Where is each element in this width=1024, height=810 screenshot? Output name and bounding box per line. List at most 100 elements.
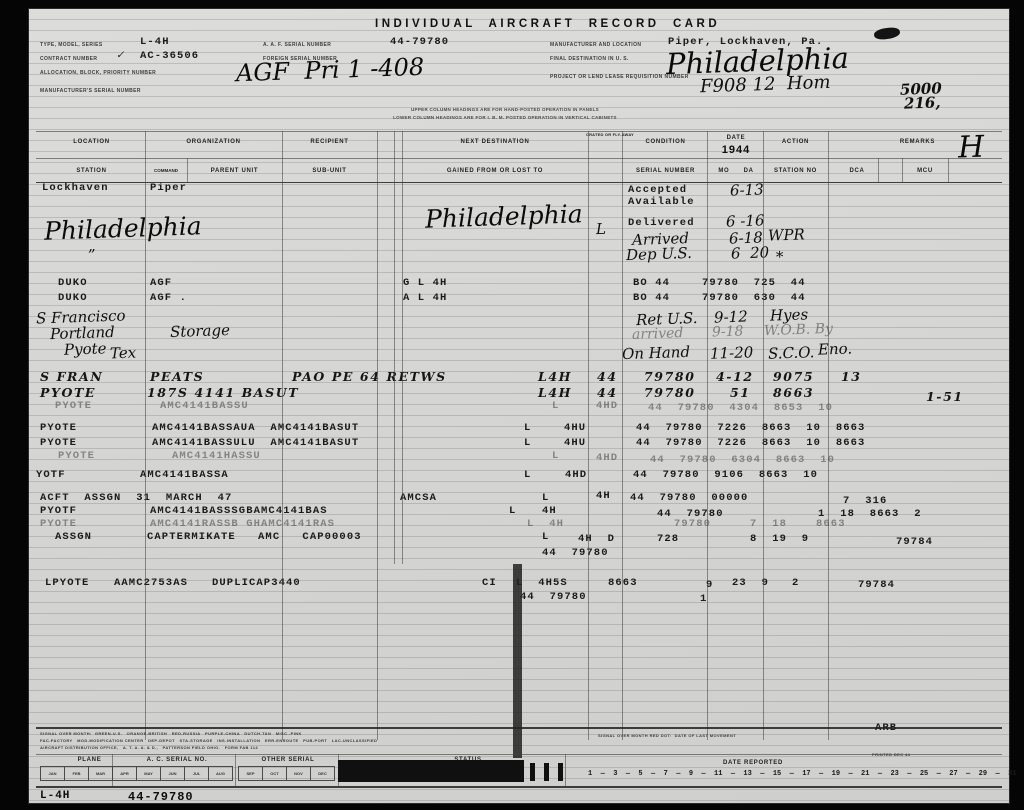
aaf-serial-label: A. A. F. SERIAL NUMBER (263, 42, 332, 48)
record-entry: Accepted (628, 184, 688, 196)
record-entry: PYOTE (40, 437, 78, 449)
manufacturer-label: MANUFACTURER AND LOCATION (550, 42, 642, 48)
record-entry: AAMC2753AS (114, 577, 189, 589)
record-entry: 1 18 8663 2 (818, 508, 922, 520)
record-entry: 4H (542, 505, 557, 517)
record-entry: 79780 630 44 (702, 292, 806, 304)
mfr-serial-label: MANUFACTURER'S SERIAL NUMBER (40, 88, 141, 94)
status-tick (530, 763, 535, 781)
col-organization: ORGANIZATION (186, 139, 241, 145)
footer-serial-value: 44-79780 (128, 790, 194, 804)
record-entry: PEATS (150, 369, 205, 384)
record-entry: Lockhaven (42, 182, 109, 194)
record-entry: 8 19 9 (750, 533, 810, 545)
col-sub-unit: SUB-UNIT (312, 168, 347, 174)
aaf-serial-value: 44-79780 (390, 36, 450, 48)
record-entry: L 4H (527, 518, 565, 530)
record-entry: L (542, 492, 550, 504)
record-entry: PAO PE 64 RETWS (292, 369, 447, 384)
record-entry: CAPTERMIKATE AMC CAP00003 (147, 531, 362, 543)
col-dca: DCA (849, 168, 865, 174)
col-recipient: RECIPIENT (310, 139, 349, 145)
legend-line-3: AIRCRAFT DISTRIBUTION OFFICE, A. T. A. A… (40, 745, 258, 750)
record-entry: 23 9 (732, 577, 770, 589)
record-entry: 7 18 (750, 518, 788, 530)
record-entry: L (552, 400, 560, 412)
col-location: LOCATION (73, 139, 110, 145)
record-entry: 79784 (896, 536, 934, 548)
grid-line (707, 131, 708, 740)
grid-line (902, 158, 903, 182)
col-station-no: STATION NO (773, 168, 818, 174)
grid-line (282, 131, 283, 740)
record-entry: AGF (150, 277, 173, 289)
col-mo-da: MO DA (718, 168, 754, 174)
grid-line (36, 131, 1002, 132)
record-entry: DUPLICAP3440 (212, 577, 301, 589)
record-entry: PYOTE (40, 385, 97, 400)
record-entry: 728 (657, 533, 680, 545)
record-entry: 9075 (773, 369, 815, 384)
record-entry: 1-51 (926, 389, 964, 404)
record-entry: PYOTE (40, 518, 78, 530)
footer-col-ac-serial: A. C. SERIAL NO. (146, 757, 208, 763)
contract-number-label: CONTRACT NUMBER (40, 56, 98, 62)
record-entry: 7 316 (843, 495, 888, 507)
grid-line (828, 131, 829, 740)
record-entry: Piper (150, 182, 188, 194)
record-entry: YOTF (36, 469, 66, 481)
grid-line (36, 754, 1002, 755)
grid-line (235, 754, 236, 786)
col-station: STATION (76, 168, 107, 174)
card-title: INDIVIDUAL AIRCRAFT RECORD CARD (375, 18, 721, 30)
instruction-line-2: LOWER COLUMN HEADINGS ARE FOR I. B. M. P… (393, 115, 617, 120)
record-entry: PYOTE (58, 450, 96, 462)
record-entry: AMC4141BASSULU AMC4141BASUT (152, 437, 360, 449)
allocation-label: ALLOCATION, BLOCK, PRIORITY NUMBER (40, 70, 157, 76)
record-entry: AMC4141BASSA (140, 469, 229, 481)
record-entry: 2 (792, 577, 800, 589)
col-action: ACTION (781, 139, 810, 145)
col-crated: CRATED OR FLY-AWAY (586, 132, 634, 137)
record-entry: 79784 (858, 579, 896, 591)
record-entry: DUKO (58, 292, 88, 304)
footer-plane-value: L-4H (40, 790, 71, 802)
type-model-series-value: L-4H (140, 36, 170, 48)
record-entry: 1 (700, 593, 708, 605)
record-entry: 9 (706, 579, 714, 591)
record-entry: 4H (596, 490, 611, 502)
record-entry: 44 79780 4304 8653 10 (648, 402, 834, 414)
record-entry: 4-12 (716, 369, 754, 384)
grid-lines-layer (28, 8, 1010, 804)
project-label: PROJECT OR LEND LEASE REQUISITION NUMBER (550, 74, 689, 80)
record-entry: DUKO (58, 277, 88, 289)
grid-line (36, 182, 1002, 183)
col-condition: CONDITION (645, 139, 686, 145)
grid-line (622, 131, 623, 740)
record-entry: 4HD (596, 452, 619, 464)
record-entry: G L 4H (403, 277, 448, 289)
footer-col-plane: PLANE (77, 757, 102, 763)
record-entries-layer: Lockhaven Piper Philadelphia” Philadelphia L… (28, 8, 1010, 804)
col-date-year: 1944 (721, 144, 751, 156)
record-entry: 44 79780 (542, 547, 609, 559)
record-entry: 44 (597, 385, 618, 400)
record-entry: BO 44 (633, 292, 671, 304)
record-entry: 4HU (564, 437, 587, 449)
footer-col-other-serial: OTHER SERIAL (261, 757, 315, 763)
record-entry: AMC4141BASSU (160, 400, 249, 412)
record-entry: L (524, 437, 532, 449)
grid-line (36, 158, 1002, 159)
final-destination-label: FINAL DESTINATION IN U. S. (550, 56, 629, 62)
grid-line (36, 727, 1002, 729)
record-entry: PYOTE (55, 400, 93, 412)
record-entry: 4HD (596, 400, 619, 412)
record-entry: 8663 (773, 385, 815, 400)
col-next-destination: NEXT DESTINATION (460, 139, 530, 145)
status-tick (558, 763, 563, 781)
grid-line (394, 131, 395, 564)
manufacturer-value: Piper, Lockhaven, Pa. (668, 36, 824, 48)
record-entry: PYOTE (40, 422, 78, 434)
grid-line (145, 131, 146, 740)
